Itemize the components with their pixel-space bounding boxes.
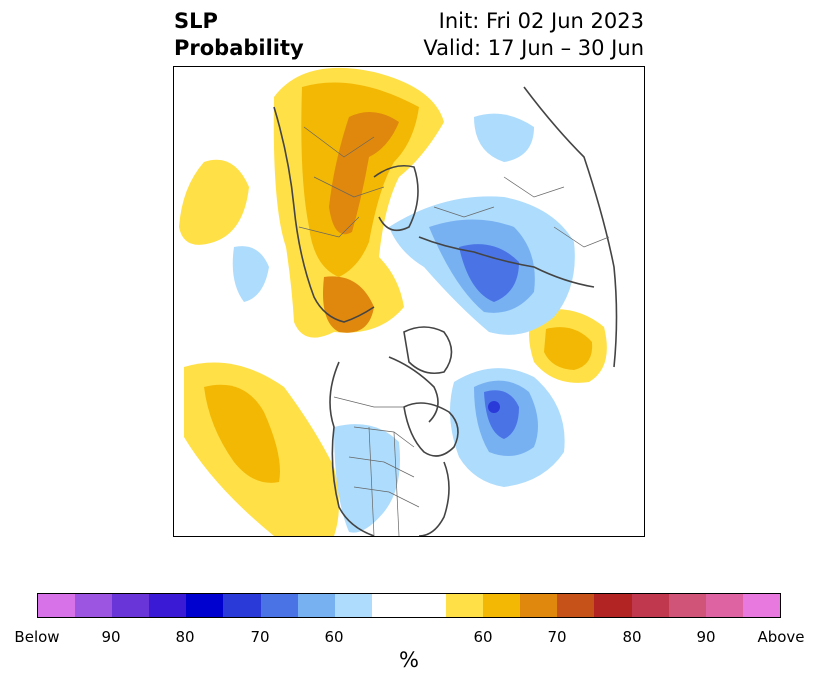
colorbar-segment [483,594,521,617]
polar-map [179,67,618,536]
europe-coast [273,106,375,323]
date-block: Init: Fri 02 Jun 2023 Valid: 17 Jun – 30… [423,8,644,62]
colorbar-segment [742,594,780,617]
hudson-bay-coast [403,402,459,457]
colorbar-tick-label: Above [757,628,805,646]
canada-archipelago [388,356,439,423]
asia-coast [523,86,618,368]
colorbar-segment [112,594,150,617]
colorbar-segment [446,594,484,617]
hudson-below-90 [488,401,500,413]
colorbar-tick-label: 70 [547,628,567,646]
colorbar-unit-label: % [399,648,419,672]
colorbar-segment [297,594,335,617]
title-line-1: SLP [174,9,218,33]
pacific-below-60 [232,246,269,302]
north-america-coast [329,361,375,536]
colorbar-segment [38,594,76,617]
us-below-60 [334,424,400,533]
greenland-coast [403,326,453,375]
below-normal-shading [232,113,575,533]
borders [298,126,610,536]
title-block: SLP Probability [174,8,304,62]
colorbar-segment [705,594,743,617]
colorbar-tick-label: 70 [250,628,270,646]
colorbar-segment [260,594,298,617]
colorbar-segment [631,594,669,617]
colorbar-segment [668,594,706,617]
init-date: Init: Fri 02 Jun 2023 [438,9,644,33]
colorbar-tick-label: 80 [175,628,195,646]
colorbar-tick-label: 60 [324,628,344,646]
scandinavia-coast [373,164,419,232]
colorbar-tick-label: 90 [696,628,716,646]
colorbar-segment [334,594,372,617]
colorbar-segment [557,594,595,617]
title-line-2: Probability [174,36,304,60]
colorbar-segment [371,594,447,617]
colorbar-segment [149,594,187,617]
europe-below-60 [474,113,534,162]
colorbar-segment [594,594,632,617]
colorbar-segment [520,594,558,617]
pacific-above-60 [179,159,249,245]
atlantic-below-70 [459,244,519,302]
colorbar-segment [186,594,224,617]
russia-arctic-coast [418,236,595,288]
asia-above-65 [544,327,593,370]
east-us-coast [418,461,450,536]
colorbar-tick-label: 80 [622,628,642,646]
europe-above-70 [329,112,399,235]
colorbar-tick-label: Below [14,628,60,646]
coastlines [273,86,618,536]
colorbar-tick-label: 60 [473,628,493,646]
colorbar-tick-label: 90 [101,628,121,646]
map-panel [173,66,645,537]
colorbar-segment [75,594,113,617]
valid-dates: Valid: 17 Jun – 30 Jun [423,36,644,60]
colorbar-segment [223,594,261,617]
pacific-above-65 [204,384,280,483]
colorbar [37,593,781,618]
